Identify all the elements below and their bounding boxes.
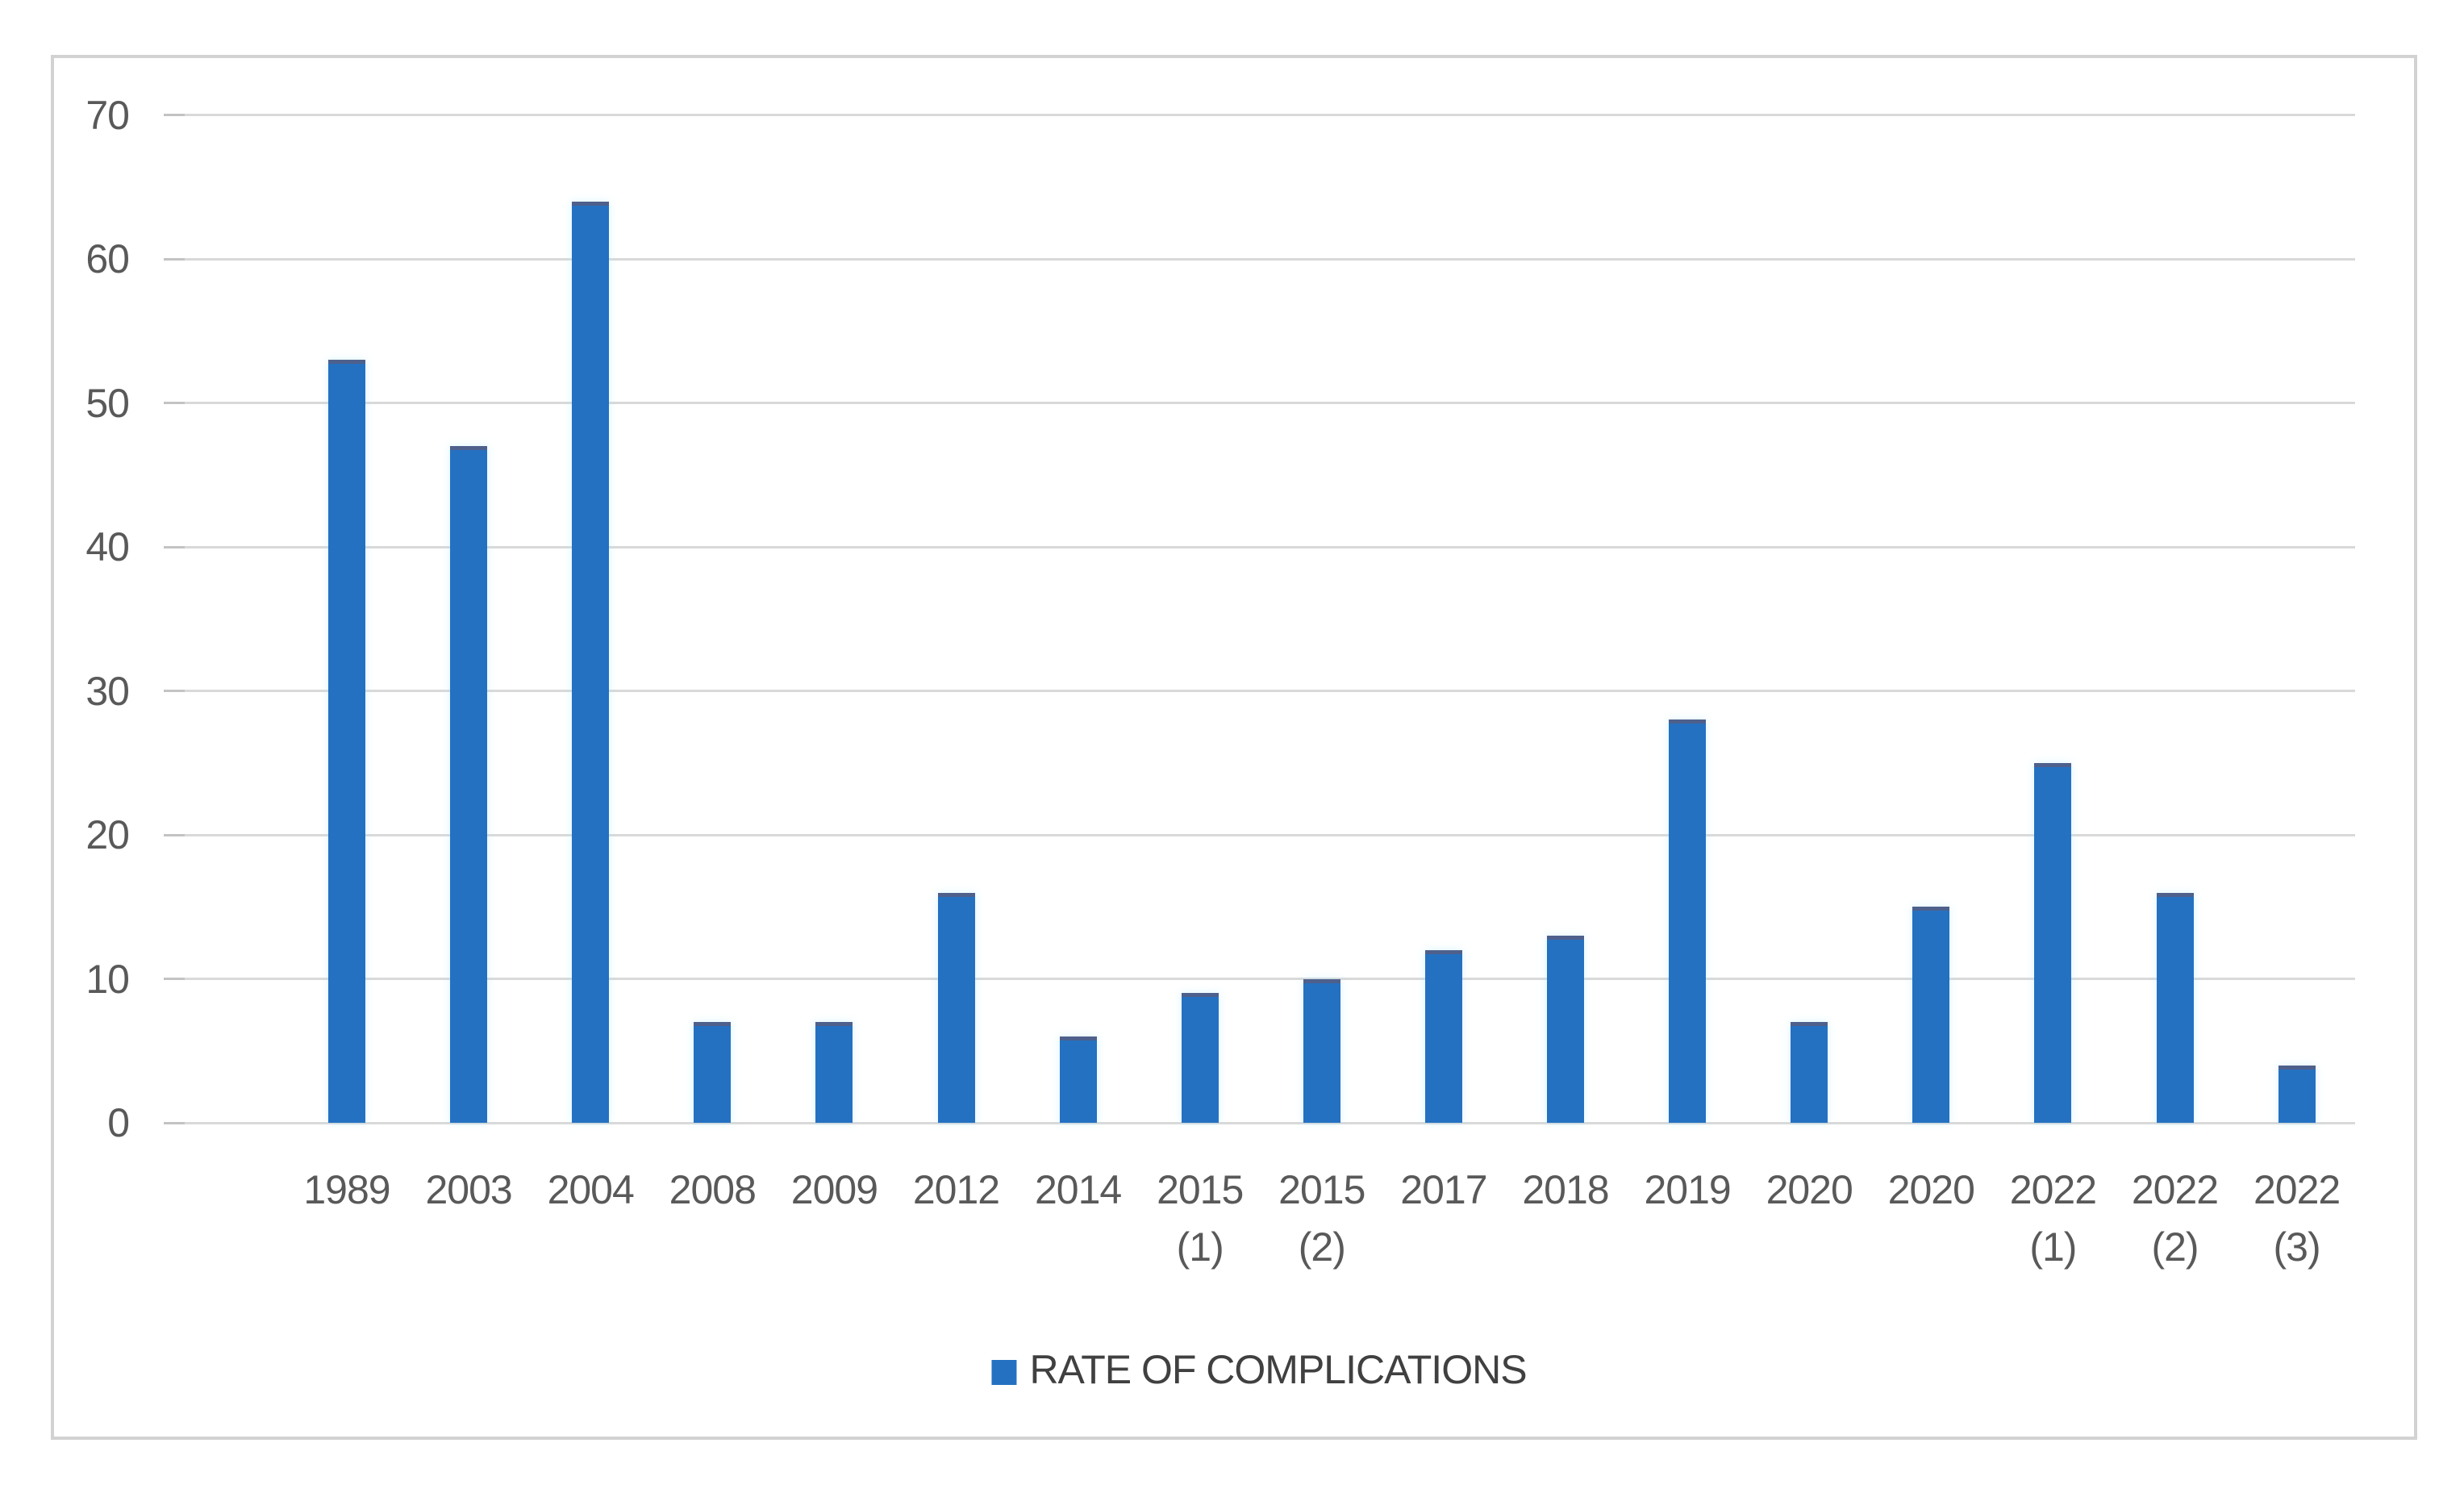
bar-2019 [1669,719,1707,1123]
bar-2015-1 [1181,993,1219,1123]
y-axis-tick-label: 60 [85,236,130,282]
y-axis-tick-mark [164,402,185,405]
y-axis-tick-mark [164,114,185,117]
y-axis-tick-label: 20 [85,812,130,858]
x-axis-tick-label: 2015 (1) [1128,1162,1273,1276]
y-axis-tick-label: 10 [85,956,130,1002]
gridline-y-60 [164,257,2355,261]
x-axis-tick-label: 1989 [274,1162,419,1219]
x-axis-tick-label: 2018 [1493,1162,1638,1219]
gridline-y-40 [164,545,2355,548]
y-axis-tick-label: 0 [107,1100,130,1145]
y-axis-tick-label: 50 [85,380,130,426]
bar-2012 [937,892,975,1123]
gridline-y-70 [164,114,2355,117]
x-axis-tick-label-line: 2020 [1766,1167,1853,1212]
x-axis-tick-label-line: 2019 [1644,1167,1731,1212]
x-axis-tick-label-line: 2018 [1522,1167,1609,1212]
x-axis-tick-label: 2022 (2) [2103,1162,2248,1276]
bar-2009 [815,1022,853,1123]
gridline-y-10 [164,978,2355,981]
x-axis-tick-label: 2019 [1615,1162,1760,1219]
gridline-y-50 [164,402,2355,405]
x-axis-tick-label-line: 2015 [1157,1167,1244,1212]
y-axis-tick-mark [164,978,185,981]
bar-2018 [1547,936,1584,1123]
y-axis-tick-mark [164,1121,185,1124]
x-axis-tick-label-line: 2009 [790,1167,878,1212]
y-axis-tick-label: 30 [85,668,130,714]
x-axis-tick-label-line: 2004 [547,1167,635,1212]
x-axis-tick-label-line: (2) [2151,1224,2199,1270]
gridline-y-30 [164,690,2355,693]
bar-2014 [1059,1036,1097,1123]
y-axis-tick-mark [164,257,185,261]
x-axis-tick-label: 2004 [518,1162,663,1219]
legend: RATE OF COMPLICATIONS [991,1346,1528,1393]
legend-swatch [991,1359,1017,1385]
x-axis-tick-label-line: (1) [1176,1224,1224,1270]
bar-2020 [1912,907,1950,1123]
bar-2017 [1424,949,1462,1123]
bar-2022-3 [2278,1065,2316,1123]
chart-frame [51,55,2417,1440]
x-axis-tick-label: 2020 [1736,1162,1882,1219]
x-axis-tick-label-line: (2) [1298,1224,1346,1270]
y-axis-tick-mark [164,545,185,548]
x-axis-tick-label-line: 1989 [303,1167,390,1212]
bar-2015-2 [1303,978,1340,1123]
x-axis-tick-label: 2009 [761,1162,907,1219]
x-axis-tick-label-line: 2008 [669,1167,757,1212]
x-axis-tick-label: 2022 (3) [2224,1162,2370,1276]
x-axis-tick-label-line: (1) [2029,1224,2077,1270]
x-axis-tick-label: 2022 (1) [1980,1162,2125,1276]
x-axis-tick-label-line: 2022 [2131,1167,2219,1212]
gridline-y-0 [164,1121,2355,1124]
x-axis-tick-label-line: 2022 [2253,1167,2341,1212]
x-axis-tick-label: 2003 [396,1162,541,1219]
x-axis-tick-label-line: 2003 [425,1167,512,1212]
x-axis-tick-label: 2012 [884,1162,1029,1219]
x-axis-tick-label-line: 2012 [912,1167,1000,1212]
x-axis-tick-label: 2017 [1371,1162,1516,1219]
x-axis-tick-label: 2008 [640,1162,785,1219]
x-axis-tick-label: 2015 (2) [1249,1162,1395,1276]
x-axis-tick-label: 2014 [1006,1162,1151,1219]
x-axis-tick-label-line: 2014 [1034,1167,1122,1212]
bar-2020 [1791,1022,1828,1123]
y-axis-tick-mark [164,833,185,836]
bar-2022-2 [2156,892,2194,1123]
x-axis-tick-label-line: 2020 [1887,1167,1975,1212]
x-axis-tick-label-line: 2017 [1400,1167,1487,1212]
legend-series-label: RATE OF COMPLICATIONS [1029,1347,1527,1392]
y-axis-tick-label: 70 [85,92,130,138]
gridline-y-20 [164,833,2355,836]
bar-1989 [328,360,365,1123]
y-axis-tick-mark [164,690,185,693]
x-axis-tick-label-line: 2022 [2009,1167,2097,1212]
x-axis-tick-label-line: 2015 [1278,1167,1365,1212]
bar-2004 [572,202,610,1123]
bar-2003 [450,446,488,1123]
x-axis-tick-label: 2020 [1858,1162,2003,1219]
x-axis-tick-label-line: (3) [2273,1224,2321,1270]
bar-2008 [694,1022,732,1123]
y-axis-tick-label: 40 [85,524,130,570]
bar-2022-1 [2034,762,2072,1123]
